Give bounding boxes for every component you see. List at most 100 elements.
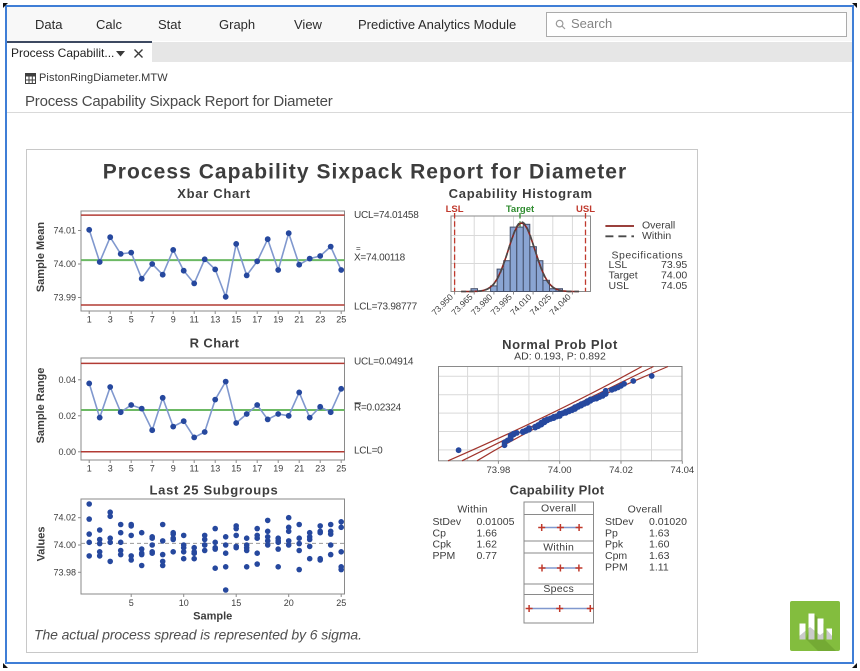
svg-text:0.01020: 0.01020: [649, 516, 687, 528]
svg-text:The actual process spread is r: The actual process spread is represented…: [34, 627, 362, 643]
svg-text:R Chart: R Chart: [190, 336, 240, 351]
svg-text:LCL=73.98777: LCL=73.98777: [354, 302, 418, 313]
svg-text:Within: Within: [457, 504, 487, 516]
svg-text:0.04: 0.04: [58, 375, 76, 385]
svg-text:AD: 0.193, P: 0.892: AD: 0.193, P: 0.892: [514, 351, 606, 363]
svg-text:Last 25 Subgroups: Last 25 Subgroups: [150, 483, 279, 498]
svg-text:74.00: 74.00: [53, 259, 76, 269]
svg-text:74.01: 74.01: [53, 226, 76, 236]
svg-text:LSL: LSL: [446, 204, 464, 215]
svg-text:15: 15: [231, 598, 241, 608]
svg-text:Cpm: Cpm: [605, 550, 627, 562]
svg-text:3: 3: [108, 315, 113, 325]
svg-text:Ppk: Ppk: [605, 539, 624, 551]
svg-text:25: 25: [336, 464, 346, 474]
svg-text:13: 13: [210, 315, 220, 325]
svg-text:17: 17: [252, 464, 262, 474]
svg-text:23: 23: [315, 464, 325, 474]
svg-text:5: 5: [129, 315, 134, 325]
svg-text:25: 25: [336, 315, 346, 325]
svg-text:74.00: 74.00: [661, 270, 687, 282]
svg-text:1: 1: [87, 315, 92, 325]
svg-text:9: 9: [171, 464, 176, 474]
svg-text:19: 19: [273, 464, 283, 474]
svg-text:Within: Within: [543, 542, 574, 554]
svg-text:15: 15: [231, 315, 241, 325]
svg-text:Target: Target: [506, 204, 535, 215]
svg-text:Sample Range: Sample Range: [35, 368, 47, 444]
svg-text:1.62: 1.62: [477, 539, 498, 551]
svg-text:13: 13: [210, 464, 220, 474]
svg-text:Cp: Cp: [433, 527, 447, 539]
svg-text:74.02: 74.02: [53, 513, 76, 523]
svg-text:Capability Plot: Capability Plot: [510, 483, 605, 498]
svg-text:5: 5: [129, 464, 134, 474]
svg-text:StDev: StDev: [605, 516, 634, 528]
svg-text:10: 10: [179, 598, 189, 608]
svg-text:LSL: LSL: [609, 259, 628, 271]
svg-text:X=74.00118: X=74.00118: [354, 252, 406, 263]
svg-text:Specifications: Specifications: [612, 250, 684, 262]
svg-text:PPM: PPM: [605, 561, 628, 573]
svg-text:=: =: [356, 244, 361, 253]
svg-text:19: 19: [273, 315, 283, 325]
svg-text:Within: Within: [642, 230, 671, 242]
svg-text:Capability Histogram: Capability Histogram: [449, 186, 593, 201]
svg-text:20: 20: [284, 598, 294, 608]
svg-text:7: 7: [150, 315, 155, 325]
svg-text:0.00: 0.00: [58, 447, 76, 457]
svg-text:74.00: 74.00: [53, 540, 76, 550]
svg-text:Normal Prob Plot: Normal Prob Plot: [502, 337, 618, 352]
svg-text:74.04: 74.04: [670, 465, 694, 476]
svg-text:R=0.02324: R=0.02324: [354, 403, 402, 414]
svg-text:Sample: Sample: [193, 611, 232, 623]
svg-text:1: 1: [87, 464, 92, 474]
svg-text:UCL=74.01458: UCL=74.01458: [354, 210, 419, 221]
svg-text:73.98: 73.98: [487, 465, 511, 476]
svg-text:9: 9: [171, 315, 176, 325]
svg-text:Target: Target: [609, 270, 638, 282]
svg-text:15: 15: [231, 464, 241, 474]
svg-text:0.01005: 0.01005: [477, 516, 515, 528]
svg-text:Overall: Overall: [642, 220, 675, 232]
svg-text:Overall: Overall: [541, 503, 576, 515]
svg-text:74.040: 74.040: [547, 292, 573, 318]
svg-text:73.98: 73.98: [53, 567, 76, 577]
svg-text:1.66: 1.66: [477, 527, 498, 539]
svg-text:74.02: 74.02: [609, 465, 633, 476]
svg-text:0.02: 0.02: [58, 411, 76, 421]
svg-text:11: 11: [190, 315, 199, 325]
svg-text:Pp: Pp: [605, 527, 618, 539]
svg-text:StDev: StDev: [433, 516, 462, 528]
svg-text:USL: USL: [609, 280, 630, 292]
svg-text:74.05: 74.05: [661, 280, 687, 292]
svg-text:Specs: Specs: [543, 583, 574, 595]
svg-text:21: 21: [294, 315, 304, 325]
svg-text:73.99: 73.99: [53, 293, 76, 303]
svg-text:1.63: 1.63: [649, 527, 670, 539]
svg-text:Values: Values: [36, 527, 48, 562]
svg-text:1.11: 1.11: [649, 561, 669, 573]
svg-text:17: 17: [252, 315, 262, 325]
svg-text:PPM: PPM: [433, 550, 456, 562]
svg-text:25: 25: [336, 598, 346, 608]
svg-text:Cpk: Cpk: [433, 539, 452, 551]
svg-text:1.63: 1.63: [649, 550, 670, 562]
svg-text:7: 7: [150, 464, 155, 474]
svg-text:Sample Mean: Sample Mean: [35, 222, 47, 293]
svg-text:23: 23: [315, 315, 325, 325]
svg-text:11: 11: [190, 464, 199, 474]
svg-text:LCL=0: LCL=0: [354, 445, 383, 456]
svg-text:Overall: Overall: [628, 504, 663, 516]
svg-text:0.77: 0.77: [477, 550, 498, 562]
svg-text:USL: USL: [576, 204, 595, 215]
svg-text:73.95: 73.95: [661, 259, 687, 271]
svg-text:UCL=0.04914: UCL=0.04914: [354, 356, 414, 367]
svg-text:Xbar Chart: Xbar Chart: [177, 186, 250, 201]
svg-text:1.60: 1.60: [649, 539, 670, 551]
svg-text:5: 5: [129, 598, 134, 608]
svg-text:3: 3: [108, 464, 113, 474]
svg-text:21: 21: [294, 464, 304, 474]
svg-text:Process Capability Sixpack Rep: Process Capability Sixpack Report for Di…: [103, 161, 627, 184]
svg-text:74.00: 74.00: [548, 465, 572, 476]
